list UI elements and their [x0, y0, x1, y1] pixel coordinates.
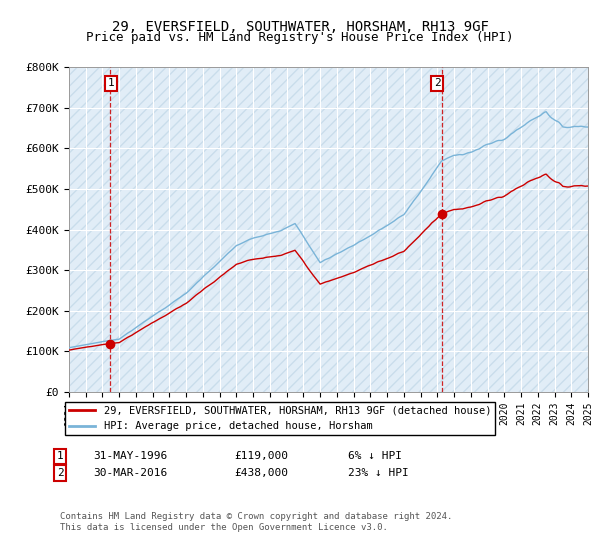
Legend: 29, EVERSFIELD, SOUTHWATER, HORSHAM, RH13 9GF (detached house), HPI: Average pri: 29, EVERSFIELD, SOUTHWATER, HORSHAM, RH1… [65, 402, 496, 435]
Text: Price paid vs. HM Land Registry's House Price Index (HPI): Price paid vs. HM Land Registry's House … [86, 31, 514, 44]
Text: £119,000: £119,000 [234, 451, 288, 461]
Text: 23% ↓ HPI: 23% ↓ HPI [348, 468, 409, 478]
Text: 29, EVERSFIELD, SOUTHWATER, HORSHAM, RH13 9GF: 29, EVERSFIELD, SOUTHWATER, HORSHAM, RH1… [112, 20, 488, 34]
Text: £438,000: £438,000 [234, 468, 288, 478]
Text: 30-MAR-2016: 30-MAR-2016 [93, 468, 167, 478]
Text: 2: 2 [56, 468, 64, 478]
Text: 1: 1 [56, 451, 64, 461]
Text: 2: 2 [434, 78, 440, 88]
Text: 31-MAY-1996: 31-MAY-1996 [93, 451, 167, 461]
Text: Contains HM Land Registry data © Crown copyright and database right 2024.
This d: Contains HM Land Registry data © Crown c… [60, 512, 452, 532]
Text: 1: 1 [107, 78, 114, 88]
Text: 6% ↓ HPI: 6% ↓ HPI [348, 451, 402, 461]
